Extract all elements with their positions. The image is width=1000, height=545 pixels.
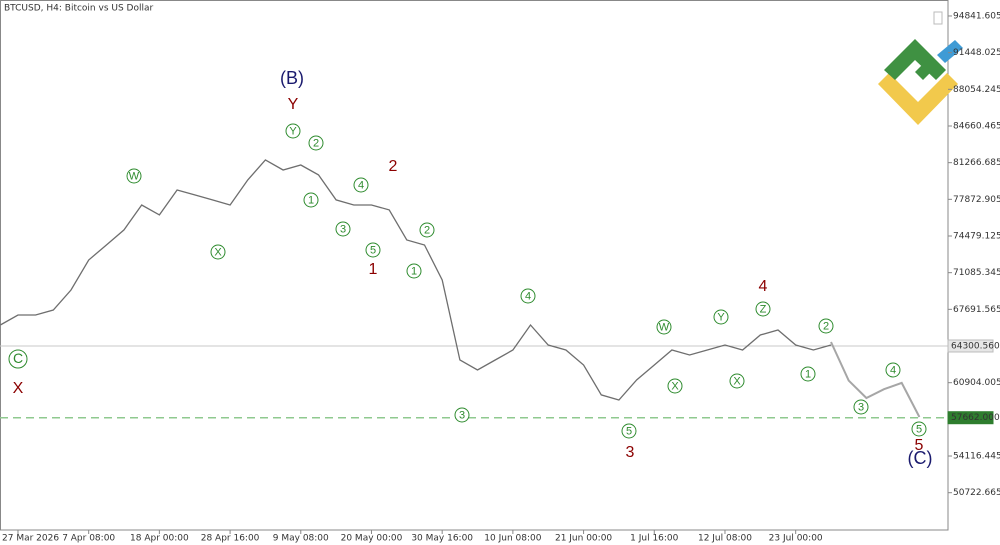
wave-circle — [406, 263, 422, 279]
wave-label: 3 — [858, 401, 864, 413]
wave-circle — [335, 221, 351, 237]
wave-label: 5 — [626, 425, 632, 437]
wave-circle — [419, 222, 435, 238]
price-level-box — [947, 411, 994, 425]
x-tick-label: 10 Jun 08:00 — [484, 534, 541, 544]
x-tick-label: 12 Jul 08:00 — [698, 534, 752, 544]
y-tick-label: 71085.345 — [953, 268, 1000, 278]
wave-circle — [353, 177, 369, 193]
wave-label: 4 — [358, 179, 364, 191]
price-line — [0, 159, 832, 401]
wave-label: 4 — [890, 364, 896, 376]
wave-circle — [308, 135, 324, 151]
wave-circle — [365, 242, 381, 258]
wave-label: 5 — [915, 437, 924, 454]
price-level-box — [947, 339, 994, 353]
y-tick-label: 88054.245 — [953, 85, 1000, 95]
wave-circle — [800, 366, 816, 382]
price-level-label: 57662.000 — [951, 413, 1000, 423]
wave-circle — [818, 318, 834, 334]
x-tick-label: 1 Jul 16:00 — [630, 534, 679, 544]
wave-label: W — [659, 321, 670, 333]
x-tick-label: 18 Apr 00:00 — [130, 534, 189, 544]
wave-label: 3 — [459, 409, 465, 421]
y-tick-label: 60904.005 — [953, 378, 1000, 388]
y-tick-label: 84660.465 — [953, 121, 1000, 131]
wave-label: (B) — [280, 68, 304, 88]
y-tick-label: 50722.665 — [953, 488, 1000, 498]
wave-circle — [911, 421, 927, 437]
wave-label: Y — [289, 125, 297, 137]
wave-label: 1 — [308, 194, 314, 206]
x-tick-label: 20 May 00:00 — [341, 534, 403, 544]
wave-label: X — [13, 380, 24, 397]
wave-circle — [303, 192, 319, 208]
wave-label: (C) — [908, 448, 933, 468]
price-line — [830, 341, 921, 418]
plot-border — [0, 0, 949, 531]
wave-circle — [885, 362, 901, 378]
wave-label: 2 — [424, 224, 430, 236]
price-level-label: 64300.560 — [951, 341, 1000, 351]
wave-label: 1 — [805, 368, 811, 380]
wave-label: 5 — [370, 244, 376, 256]
wave-circle — [853, 399, 869, 415]
y-tick-label: 54116.445 — [953, 452, 1000, 462]
wave-label: Y — [717, 311, 725, 323]
wave-circle — [713, 309, 729, 325]
x-tick-label: 23 Jul 00:00 — [769, 534, 823, 544]
x-tick-label: 30 May 16:00 — [411, 534, 473, 544]
wave-label: C — [13, 350, 23, 366]
wave-circle — [126, 168, 142, 184]
y-tick-label: 67691.565 — [953, 305, 1000, 315]
chart-title: BTCUSD, H4: Bitcoin vs US Dollar — [4, 4, 153, 14]
x-tick-label: 28 Apr 16:00 — [201, 534, 260, 544]
wave-label: X — [214, 246, 222, 258]
wave-circle — [8, 349, 28, 369]
wave-label: 5 — [916, 423, 922, 435]
y-tick-label: 81266.685 — [953, 158, 1000, 168]
wave-circle — [285, 123, 301, 139]
wave-label: 1 — [411, 265, 417, 277]
wave-circle — [729, 373, 745, 389]
wave-circle — [520, 288, 536, 304]
wave-label: X — [733, 375, 741, 387]
y-tick-label: 94841.605 — [953, 11, 1000, 21]
x-tick-label: 21 Jun 00:00 — [555, 534, 612, 544]
wave-circle — [210, 244, 226, 260]
wave-circle — [755, 301, 771, 317]
x-tick-label: 9 May 08:00 — [273, 534, 329, 544]
y-tick-label: 91448.025 — [953, 48, 1000, 58]
wave-label: 3 — [626, 444, 635, 461]
wave-label: 4 — [759, 278, 768, 295]
wave-label: 2 — [389, 158, 398, 175]
wave-label: 2 — [823, 320, 829, 332]
wave-label: Z — [760, 303, 767, 315]
wave-label: X — [671, 380, 679, 392]
panel-icon[interactable] — [933, 11, 943, 25]
wave-label: 4 — [525, 290, 531, 302]
wave-label: 1 — [369, 261, 378, 278]
y-tick-label: 74479.125 — [953, 231, 1000, 241]
wave-circle — [656, 319, 672, 335]
y-tick-label: 77872.905 — [953, 195, 1000, 205]
wave-circle — [454, 407, 470, 423]
wave-label: 2 — [313, 137, 319, 149]
wave-label: Y — [288, 96, 299, 113]
wave-circle — [621, 423, 637, 439]
wave-label: 3 — [340, 223, 346, 235]
x-tick-label: 27 Mar 2026 — [2, 534, 59, 544]
wave-label: W — [129, 170, 140, 182]
wave-circle — [667, 378, 683, 394]
x-tick-label: 7 Apr 08:00 — [62, 534, 115, 544]
logo — [878, 39, 963, 125]
